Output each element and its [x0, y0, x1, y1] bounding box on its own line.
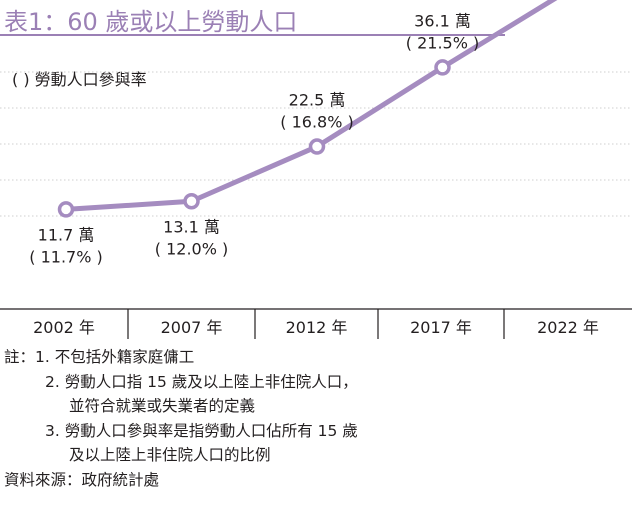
- x-tick-label: 2002 年: [33, 318, 95, 337]
- data-label-value: 36.1 萬: [414, 11, 471, 30]
- note-2: 2. 勞動人口指 15 歲及以上陸上非住院人口，: [45, 372, 358, 391]
- data-point: [183, 193, 200, 210]
- x-tick-label: 2007 年: [161, 318, 223, 337]
- footnotes: 註：1. 不包括外籍家庭傭工 2. 勞動人口指 15 歲及以上陸上非住院人口， …: [4, 345, 358, 492]
- data-labels: 11.7 萬 ( 11.7% ) 13.1 萬 ( 12.0% ) 22.5 萬 ( 16…: [29, 11, 479, 266]
- data-point: [308, 138, 326, 155]
- data-point: [434, 59, 451, 76]
- x-tick-label: 2012 年: [286, 318, 348, 337]
- x-tick-labels: 2002 年 2007 年 2012 年 2017 年 2022 年: [33, 318, 599, 337]
- x-axis-ticks: [127, 309, 505, 339]
- source-note: 資料來源：政府統計處: [4, 470, 160, 489]
- data-label-rate: ( 12.0% ): [155, 239, 228, 258]
- data-label-rate: ( 11.7% ): [29, 247, 102, 266]
- data-label-rate: ( 16.8% ): [280, 113, 353, 132]
- line-chart: 2002 年 2007 年 2012 年 2017 年 2022 年 11.7 萬 ( 1…: [0, 0, 632, 339]
- note-3: 3. 勞動人口參與率是指勞動人口佔所有 15 歲: [45, 421, 358, 440]
- title-rule: [0, 34, 505, 36]
- chart-title: 表1：60 歲或以上勞動人口: [4, 8, 298, 36]
- data-points: [57, 59, 451, 218]
- x-tick-label: 2022 年: [537, 318, 599, 337]
- data-label-value: 13.1 萬: [163, 217, 220, 236]
- data-label-value: 22.5 萬: [289, 91, 346, 110]
- note-1: 註：1. 不包括外籍家庭傭工: [4, 348, 195, 366]
- x-tick-label: 2017 年: [410, 318, 472, 337]
- data-label-rate: ( 21.5% ): [406, 33, 479, 52]
- note-3-continued: 及以上陸上非住院人口的比例: [69, 446, 271, 464]
- legend-note: ( ) 勞動人口參與率: [12, 70, 147, 89]
- note-2-continued: 並符合就業或失業者的定義: [69, 397, 256, 415]
- data-label-value: 11.7 萬: [38, 225, 95, 244]
- data-point: [57, 201, 75, 218]
